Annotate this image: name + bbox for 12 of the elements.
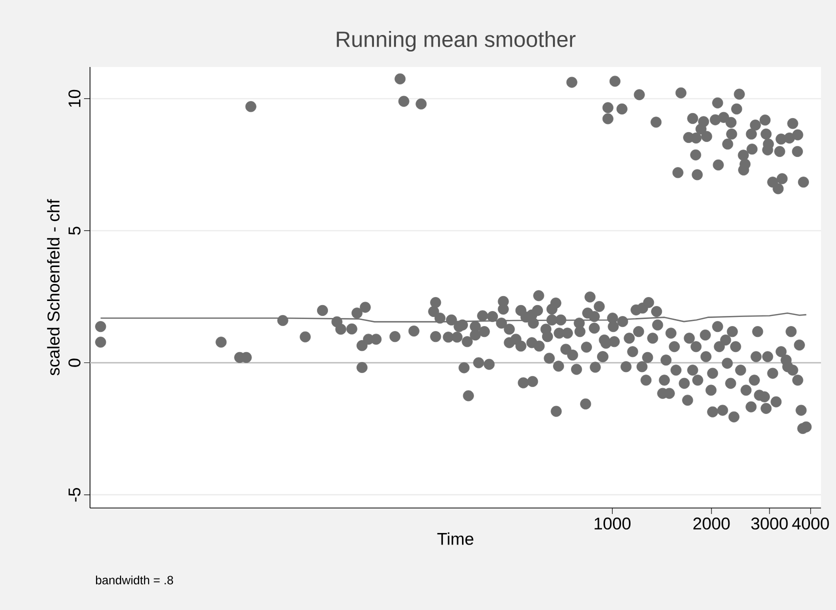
chart-title: Running mean smoother [336,30,576,52]
y-tick-label: 5 [68,226,80,235]
x-tick-label: 4000 [792,518,829,530]
y-tick-label: 0 [68,358,80,367]
x-tick-label: 3000 [751,518,788,530]
y-tick-label: 10 [68,90,80,107]
x-tick-label: 1000 [594,518,631,530]
text: bandwidth = .8 [96,576,174,584]
x-axis-title: Time [437,532,474,545]
y-axis-title: scaled Schoenfeld - chf [47,199,60,376]
y-tick-label: -5 [68,488,80,502]
x-tick-label: 2000 [693,518,730,530]
